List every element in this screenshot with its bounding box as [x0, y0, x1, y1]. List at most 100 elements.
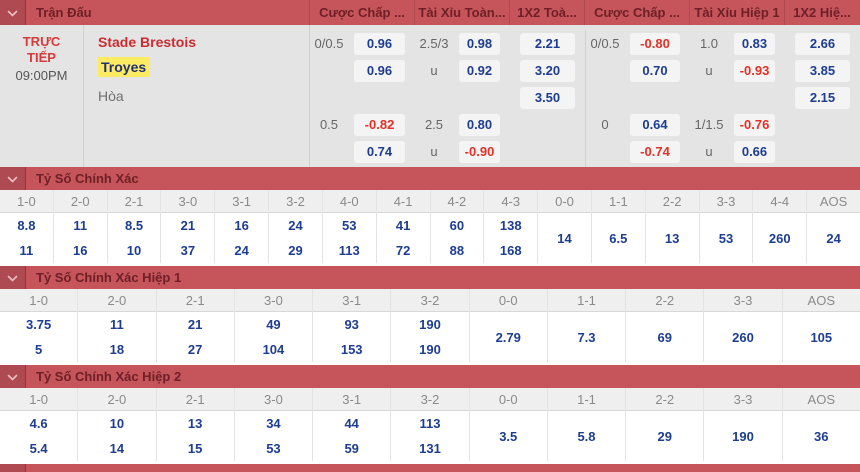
score-odds-cell[interactable]: 16: [72, 243, 88, 258]
score-odds-cell[interactable]: 34: [266, 416, 281, 431]
score-odds-cell[interactable]: 15: [187, 441, 203, 456]
score-odds-cell[interactable]: 60: [449, 218, 465, 233]
score-odds-cell[interactable]: 14: [109, 441, 125, 456]
odds-cell[interactable]: 2.66: [795, 32, 850, 55]
away-team-name[interactable]: Troyes: [98, 57, 150, 77]
score-odds-cell[interactable]: 7.3: [577, 329, 596, 345]
score-odds-cell[interactable]: 113: [419, 416, 441, 431]
score-odds-cell[interactable]: 8.8: [17, 218, 36, 233]
score-odds-cell[interactable]: 3.5: [499, 428, 518, 444]
home-team-name[interactable]: Stade Brestois: [98, 34, 197, 50]
score-odds-cell[interactable]: 24: [234, 243, 249, 258]
odds-row: [785, 111, 860, 138]
score-odds-cell[interactable]: 190: [732, 428, 754, 444]
score-odds-cell[interactable]: 3.75: [25, 317, 52, 332]
score-odds-cell[interactable]: 37: [180, 243, 196, 258]
odds-cell[interactable]: 0.92: [459, 59, 500, 82]
odds-cell[interactable]: -0.93: [734, 59, 775, 82]
score-odds-cell[interactable]: 5: [35, 342, 43, 357]
score-odds-cell[interactable]: 29: [657, 428, 672, 444]
score-odds-cell[interactable]: 27: [187, 342, 203, 357]
score-odds-cell[interactable]: 59: [344, 441, 359, 456]
odds-cell[interactable]: 0.80: [459, 113, 500, 136]
odds-cell[interactable]: 0.66: [734, 140, 775, 163]
score-odds-cell[interactable]: 10: [126, 243, 142, 258]
score-odds-cell[interactable]: 11: [73, 218, 88, 233]
score-odds-cell[interactable]: 14: [557, 230, 572, 246]
odds-cell[interactable]: 0.96: [354, 32, 405, 55]
odds-cell[interactable]: -0.76: [734, 113, 775, 136]
score-odds-cell[interactable]: 72: [395, 243, 411, 258]
collapse-match-button[interactable]: [0, 0, 26, 25]
odds-cell[interactable]: 0.70: [630, 59, 680, 82]
score-odds-cell[interactable]: 53: [342, 218, 357, 233]
odds-cell[interactable]: 3.85: [795, 59, 850, 82]
score-odds-cell[interactable]: 190: [419, 342, 441, 357]
score-values: 14: [538, 213, 591, 263]
odds-line-label: 1/1.5: [694, 117, 724, 132]
score-odds-cell[interactable]: 36: [814, 428, 829, 444]
odds-cell[interactable]: 3.20: [520, 59, 575, 82]
score-values: 105: [783, 312, 860, 362]
chevron-down-icon: [7, 269, 18, 287]
score-odds-cell[interactable]: 13: [187, 416, 203, 431]
odds-cell[interactable]: -0.74: [630, 140, 680, 163]
score-odds-cell[interactable]: 260: [768, 230, 791, 246]
score-odds-cell[interactable]: 5.4: [29, 441, 48, 456]
odds-cell[interactable]: 3.50: [520, 86, 575, 109]
score-odds-cell[interactable]: 29: [288, 243, 303, 258]
score-odds-cell[interactable]: 113: [338, 243, 360, 258]
score-odds-cell[interactable]: 21: [180, 218, 196, 233]
score-odds-cell[interactable]: 168: [499, 243, 522, 258]
score-odds-cell[interactable]: 88: [449, 243, 465, 258]
odds-cell[interactable]: 0.74: [354, 140, 405, 163]
score-odds-cell[interactable]: 2.79: [495, 329, 521, 345]
odds-cell[interactable]: -0.80: [630, 32, 680, 55]
odds-cell[interactable]: -0.90: [459, 140, 500, 163]
collapse-section-button[interactable]: [0, 167, 26, 190]
odds-cell[interactable]: -0.82: [354, 113, 405, 136]
score-odds-cell[interactable]: 41: [395, 218, 411, 233]
collapse-section-button[interactable]: [0, 266, 26, 289]
score-odds-cell[interactable]: 49: [266, 317, 281, 332]
collapse-section-button[interactable]: [0, 365, 26, 388]
score-column-1-1: 1-1 6.5: [591, 190, 646, 263]
odds-cell[interactable]: 0.83: [734, 32, 775, 55]
score-odds-cell[interactable]: 53: [718, 230, 734, 246]
score-column-2-2: 2-2 29: [626, 388, 705, 461]
score-odds-cell[interactable]: 10: [109, 416, 125, 431]
score-values: 49 104: [235, 312, 312, 362]
score-odds-cell[interactable]: 190: [419, 317, 441, 332]
odds-cell[interactable]: 0.98: [459, 32, 500, 55]
score-values: 93 153: [313, 312, 390, 362]
odds-cell[interactable]: 2.21: [520, 32, 575, 55]
score-odds-cell[interactable]: 24: [288, 218, 303, 233]
score-odds-cell[interactable]: 13: [664, 230, 680, 246]
score-odds-cell[interactable]: 44: [344, 416, 359, 431]
score-odds-cell[interactable]: 18: [109, 342, 125, 357]
score-odds-cell[interactable]: 53: [266, 441, 281, 456]
score-odds-cell[interactable]: 138: [499, 218, 522, 233]
score-odds-cell[interactable]: 8.5: [124, 218, 144, 233]
score-odds-cell[interactable]: 260: [732, 329, 754, 345]
score-odds-cell[interactable]: 21: [187, 317, 203, 332]
collapse-section-button[interactable]: [0, 464, 26, 472]
score-odds-cell[interactable]: 24: [826, 230, 841, 246]
score-odds-cell[interactable]: 69: [657, 329, 672, 345]
score-odds-cell[interactable]: 4.6: [29, 416, 48, 431]
score-odds-cell[interactable]: 131: [419, 441, 441, 456]
score-odds-cell[interactable]: 93: [344, 317, 359, 332]
score-column-label: 3-1: [215, 190, 269, 213]
score-odds-cell[interactable]: 11: [110, 317, 124, 332]
odds-cell[interactable]: 0.96: [354, 59, 405, 82]
odds-row: 0.74: [310, 138, 415, 165]
score-odds-cell[interactable]: 16: [234, 218, 249, 233]
score-odds-cell[interactable]: 6.5: [609, 230, 628, 246]
score-odds-cell[interactable]: 5.8: [577, 428, 596, 444]
score-odds-cell[interactable]: 153: [340, 342, 363, 357]
score-odds-cell[interactable]: 11: [19, 243, 34, 258]
odds-cell[interactable]: 0.64: [630, 113, 680, 136]
score-odds-cell[interactable]: 104: [262, 342, 285, 357]
odds-cell[interactable]: 2.15: [795, 86, 850, 109]
score-odds-cell[interactable]: 105: [810, 329, 833, 345]
